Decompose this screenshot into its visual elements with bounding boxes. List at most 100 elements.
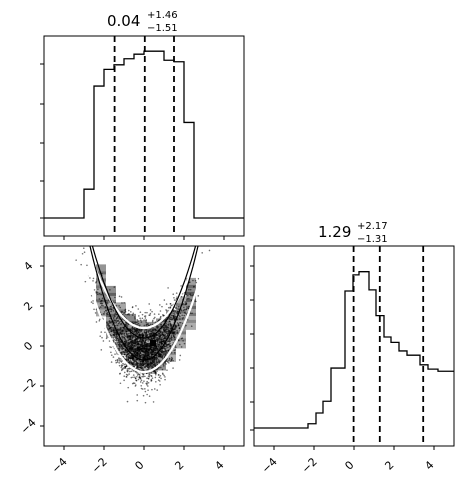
scatter-point bbox=[146, 393, 148, 396]
scatter-point bbox=[100, 304, 103, 307]
scatter-point bbox=[137, 346, 140, 349]
scatter-point bbox=[163, 299, 166, 301]
scatter-point bbox=[180, 346, 183, 348]
scatter-point bbox=[144, 311, 147, 314]
scatter-point bbox=[133, 328, 136, 330]
scatter-point bbox=[112, 330, 114, 332]
density-cell bbox=[166, 337, 176, 348]
scatter-point bbox=[158, 337, 161, 340]
scatter-point bbox=[166, 344, 168, 347]
scatter-point bbox=[145, 351, 147, 354]
scatter-ytick-label: −4 bbox=[18, 416, 39, 437]
scatter-point bbox=[172, 333, 175, 336]
scatter-point bbox=[134, 341, 137, 343]
scatter-point bbox=[155, 329, 157, 332]
scatter-point bbox=[135, 353, 137, 356]
scatter-point bbox=[151, 331, 154, 334]
scatter-point bbox=[152, 348, 155, 351]
scatter-point bbox=[157, 338, 160, 340]
scatter-point bbox=[159, 310, 162, 312]
scatter-point bbox=[188, 288, 190, 291]
scatter-point bbox=[86, 264, 88, 267]
scatter-point bbox=[136, 372, 138, 374]
scatter-point bbox=[160, 377, 162, 380]
scatter-point bbox=[164, 334, 167, 336]
scatter-point bbox=[110, 354, 113, 356]
scatter-point bbox=[134, 376, 136, 378]
density-cell bbox=[106, 285, 116, 296]
scatter-point bbox=[153, 334, 156, 337]
scatter-point bbox=[168, 348, 171, 350]
scatter-point bbox=[185, 302, 188, 304]
scatter-point bbox=[142, 364, 145, 367]
scatter-point bbox=[131, 314, 134, 316]
scatter-point bbox=[180, 295, 183, 298]
scatter-point bbox=[160, 342, 163, 345]
scatter-point bbox=[144, 345, 146, 347]
scatter-point bbox=[131, 363, 134, 365]
scatter-point bbox=[136, 351, 139, 354]
scatter-point bbox=[92, 280, 94, 282]
scatter-point bbox=[157, 355, 160, 357]
scatter-point bbox=[172, 367, 174, 369]
scatter-point bbox=[106, 321, 108, 324]
scatter-point bbox=[172, 335, 175, 337]
scatter-point bbox=[131, 326, 134, 329]
scatter-point bbox=[161, 356, 164, 359]
scatter-point bbox=[153, 356, 156, 359]
scatter-point bbox=[102, 340, 105, 342]
density-cell bbox=[176, 338, 186, 349]
scatter-point bbox=[156, 389, 159, 391]
top-hist-title: 0.04 +1.46 −1.51 bbox=[107, 10, 178, 34]
scatter-point bbox=[166, 321, 168, 323]
scatter-point bbox=[130, 336, 132, 338]
scatter-point bbox=[167, 340, 170, 343]
scatter-point bbox=[145, 324, 148, 327]
scatter-point bbox=[140, 379, 143, 382]
scatter-point bbox=[160, 351, 162, 354]
scatter-point bbox=[144, 343, 147, 346]
right-hist-panel: −4 −2 0 2 4 bbox=[250, 245, 455, 476]
scatter-point bbox=[134, 337, 137, 339]
scatter-point bbox=[186, 297, 189, 300]
scatter-point bbox=[137, 308, 140, 310]
scatter-point bbox=[136, 394, 139, 396]
scatter-point bbox=[158, 360, 160, 363]
scatter-point bbox=[166, 360, 168, 363]
scatter-point bbox=[128, 356, 130, 359]
scatter-point bbox=[139, 319, 142, 321]
scatter-point bbox=[132, 374, 135, 376]
scatter-point bbox=[114, 296, 116, 299]
scatter-point bbox=[135, 379, 138, 382]
scatter-point bbox=[156, 327, 159, 330]
scatter-point bbox=[176, 329, 178, 332]
scatter-point bbox=[140, 353, 143, 356]
scatter-point bbox=[136, 366, 139, 368]
scatter-point bbox=[146, 330, 148, 332]
right-hist-title-plus: +2.17 bbox=[357, 221, 388, 232]
scatter-point bbox=[158, 376, 161, 379]
scatter-point bbox=[139, 324, 141, 327]
scatter-point bbox=[134, 363, 137, 366]
density-cell bbox=[186, 291, 196, 302]
scatter-point bbox=[157, 359, 160, 361]
scatter-point bbox=[149, 359, 151, 362]
scatter-point bbox=[180, 285, 182, 287]
scatter-point bbox=[135, 384, 137, 386]
scatter-point bbox=[142, 360, 145, 363]
scatter-point bbox=[148, 345, 151, 348]
scatter-point bbox=[158, 366, 160, 369]
scatter-point bbox=[145, 360, 147, 362]
scatter-point bbox=[174, 310, 176, 312]
scatter-point bbox=[167, 324, 170, 326]
scatter-point bbox=[144, 375, 146, 378]
scatter-point bbox=[151, 358, 154, 360]
scatter-point bbox=[159, 375, 162, 377]
scatter-point bbox=[114, 324, 117, 327]
scatter-point bbox=[151, 319, 154, 322]
scatter-point bbox=[146, 382, 148, 385]
scatter-point bbox=[116, 328, 119, 331]
scatter-point bbox=[140, 338, 142, 340]
scatter-point bbox=[139, 351, 142, 354]
